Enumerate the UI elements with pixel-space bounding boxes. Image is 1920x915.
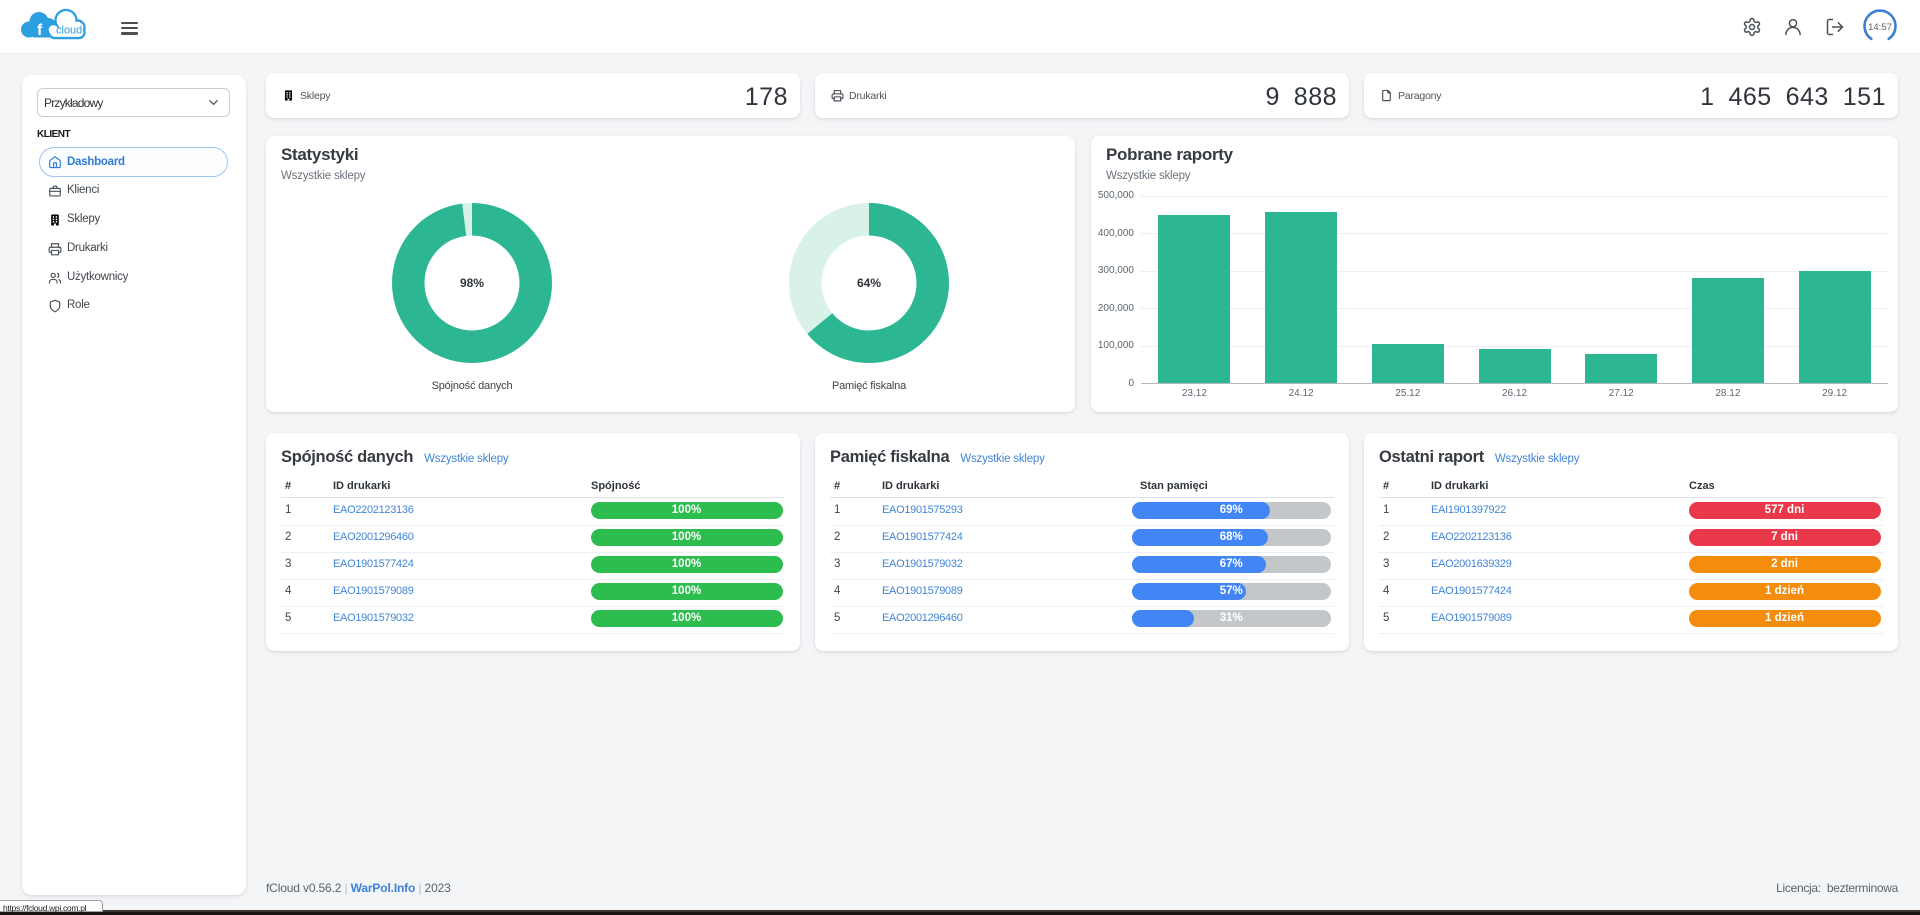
svg-text:14:57: 14:57 xyxy=(1868,22,1892,33)
svg-text:f: f xyxy=(37,22,43,39)
svg-text:cloud: cloud xyxy=(56,25,82,37)
